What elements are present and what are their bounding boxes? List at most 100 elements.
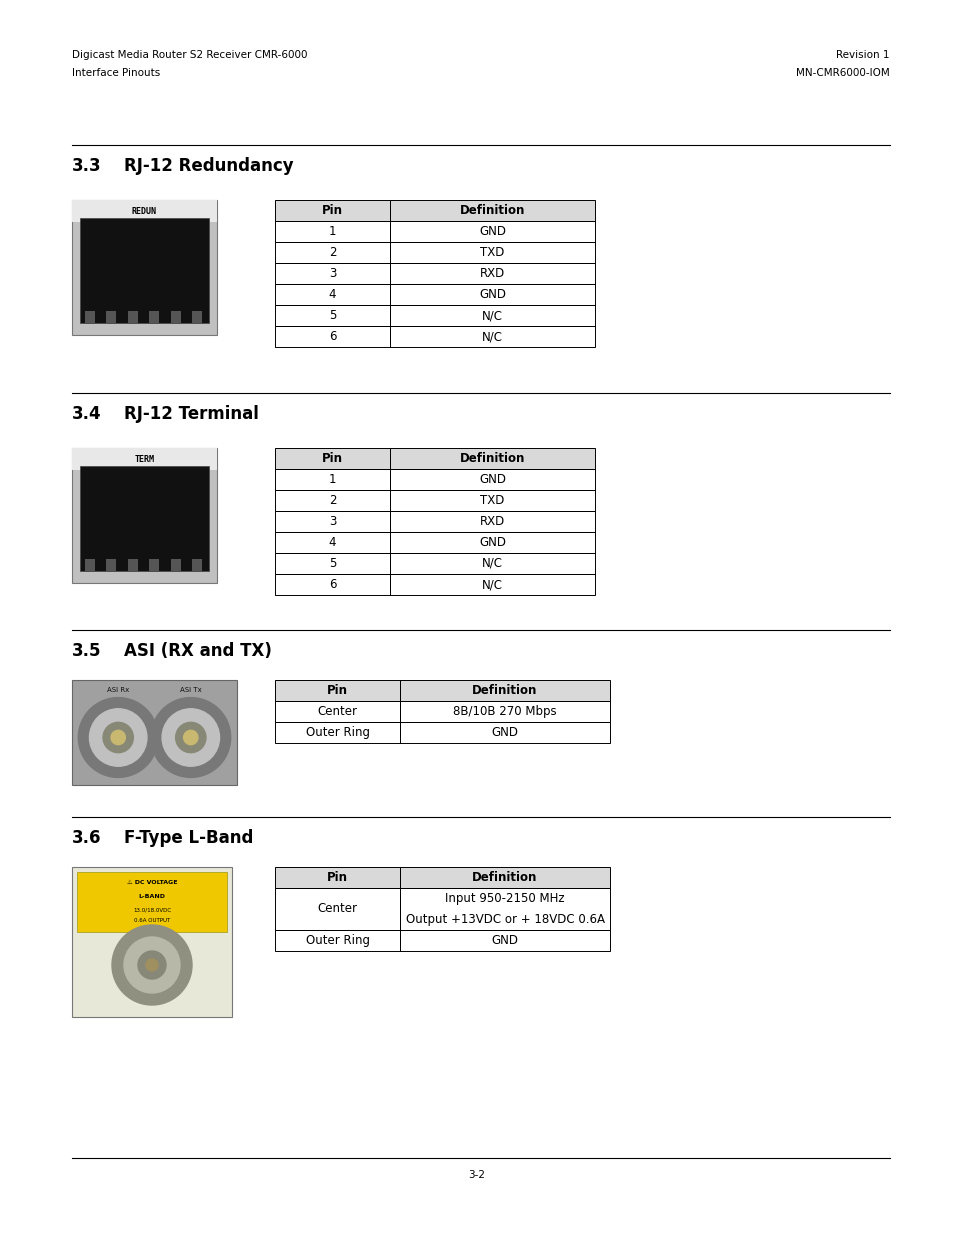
Bar: [274, 553, 390, 574]
Text: TXD: TXD: [479, 494, 504, 508]
Text: Input 950-2150 MHz: Input 950-2150 MHz: [445, 892, 564, 905]
Text: F-Type L-Band: F-Type L-Band: [124, 829, 253, 847]
Bar: [390, 326, 595, 347]
Bar: [274, 326, 390, 347]
Bar: [390, 284, 595, 305]
Bar: [274, 701, 399, 722]
Text: 1: 1: [329, 473, 335, 487]
Bar: [390, 263, 595, 284]
Bar: [106, 311, 116, 324]
Bar: [274, 532, 390, 553]
Bar: [274, 867, 399, 888]
Text: 4: 4: [329, 288, 335, 301]
Text: GND: GND: [491, 726, 518, 739]
Bar: [150, 559, 159, 571]
Bar: [390, 305, 595, 326]
Bar: [274, 200, 390, 221]
Bar: [274, 532, 595, 553]
Bar: [274, 574, 390, 595]
Bar: [274, 680, 609, 701]
Text: RXD: RXD: [479, 267, 504, 280]
Bar: [171, 311, 180, 324]
Text: 3: 3: [329, 267, 335, 280]
Text: L-BAND: L-BAND: [138, 894, 165, 899]
Circle shape: [146, 960, 158, 971]
Text: 3-2: 3-2: [468, 1170, 485, 1179]
Circle shape: [183, 730, 198, 745]
Text: Definition: Definition: [459, 452, 525, 466]
Text: GND: GND: [478, 536, 505, 550]
Text: Center: Center: [317, 903, 357, 915]
Circle shape: [78, 698, 158, 777]
Bar: [274, 284, 390, 305]
Circle shape: [175, 722, 206, 752]
Bar: [390, 242, 595, 263]
Text: Definition: Definition: [459, 204, 525, 217]
Text: GND: GND: [478, 288, 505, 301]
Text: GND: GND: [478, 225, 505, 238]
Bar: [399, 867, 609, 888]
Bar: [274, 221, 390, 242]
Bar: [274, 469, 390, 490]
Bar: [399, 722, 609, 743]
Text: N/C: N/C: [481, 309, 502, 322]
Text: 3.5: 3.5: [71, 642, 101, 659]
Bar: [193, 559, 202, 571]
Bar: [274, 284, 595, 305]
Bar: [390, 448, 595, 469]
Text: Definition: Definition: [472, 684, 537, 697]
Bar: [85, 311, 94, 324]
Circle shape: [162, 709, 219, 766]
Text: Digicast Media Router S2 Receiver CMR-6000: Digicast Media Router S2 Receiver CMR-60…: [71, 49, 307, 61]
Bar: [274, 867, 609, 888]
Text: ASI Rx: ASI Rx: [107, 687, 130, 693]
Bar: [274, 242, 390, 263]
Circle shape: [151, 698, 231, 777]
Bar: [274, 263, 390, 284]
Text: 6: 6: [329, 578, 335, 592]
Text: 1: 1: [329, 225, 335, 238]
Bar: [85, 559, 94, 571]
Circle shape: [112, 925, 192, 1005]
Bar: [171, 559, 180, 571]
Bar: [390, 511, 595, 532]
Circle shape: [103, 722, 133, 752]
Bar: [274, 553, 595, 574]
Bar: [390, 469, 595, 490]
Bar: [128, 559, 137, 571]
Bar: [274, 701, 609, 722]
Text: GND: GND: [491, 934, 518, 947]
Text: N/C: N/C: [481, 557, 502, 571]
Text: RXD: RXD: [479, 515, 504, 529]
Text: ⚠ DC VOLTAGE: ⚠ DC VOLTAGE: [127, 881, 177, 885]
Bar: [128, 311, 137, 324]
Text: 13.0/18.0VDC: 13.0/18.0VDC: [132, 906, 171, 911]
Bar: [274, 680, 399, 701]
Bar: [274, 490, 595, 511]
Bar: [106, 559, 116, 571]
Bar: [274, 511, 390, 532]
Text: N/C: N/C: [481, 330, 502, 343]
Text: Output +13VDC or + 18VDC 0.6A: Output +13VDC or + 18VDC 0.6A: [405, 913, 604, 926]
Bar: [399, 930, 609, 951]
Bar: [274, 200, 595, 221]
Bar: [274, 930, 399, 951]
Text: Pin: Pin: [327, 684, 348, 697]
Text: Interface Pinouts: Interface Pinouts: [71, 68, 160, 78]
Text: 8B/10B 270 Mbps: 8B/10B 270 Mbps: [453, 705, 557, 718]
Text: GND: GND: [478, 473, 505, 487]
Text: 5: 5: [329, 557, 335, 571]
Bar: [390, 553, 595, 574]
Bar: [274, 469, 595, 490]
Text: Pin: Pin: [322, 204, 343, 217]
Text: 3.3: 3.3: [71, 157, 102, 175]
Text: Pin: Pin: [322, 452, 343, 466]
Bar: [71, 448, 216, 471]
Bar: [274, 722, 399, 743]
Bar: [390, 532, 595, 553]
Bar: [193, 311, 202, 324]
Bar: [274, 448, 390, 469]
Text: MN-CMR6000-IOM: MN-CMR6000-IOM: [796, 68, 889, 78]
Text: 3.6: 3.6: [71, 829, 101, 847]
Bar: [150, 311, 159, 324]
